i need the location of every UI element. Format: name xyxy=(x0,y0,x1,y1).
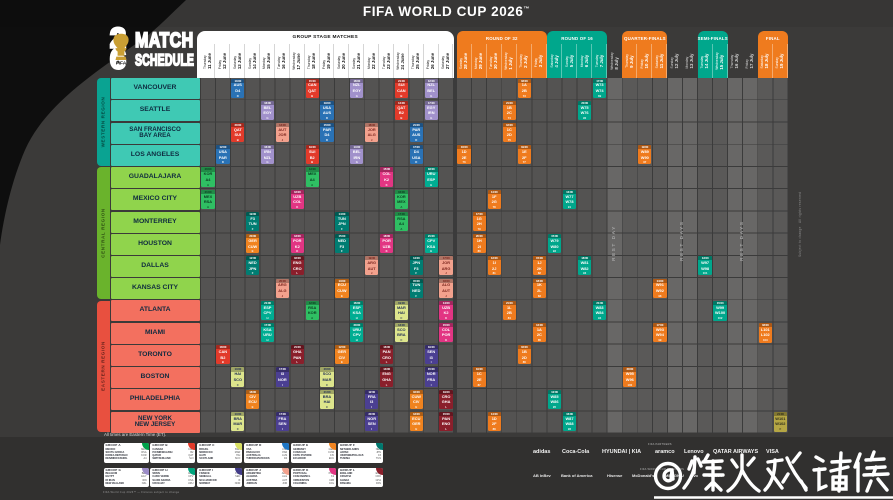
svg-text:FIFA: FIFA xyxy=(116,61,127,67)
